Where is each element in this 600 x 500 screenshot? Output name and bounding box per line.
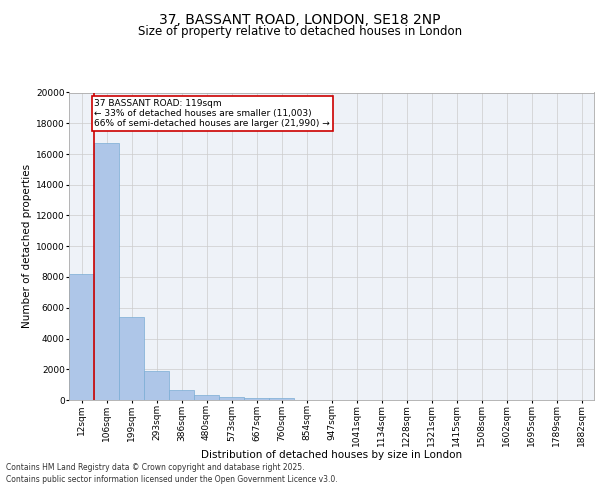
Bar <box>94 143 119 400</box>
Text: 37, BASSANT ROAD, LONDON, SE18 2NP: 37, BASSANT ROAD, LONDON, SE18 2NP <box>159 12 441 26</box>
Text: Size of property relative to detached houses in London: Size of property relative to detached ho… <box>138 25 462 38</box>
Bar <box>144 371 169 400</box>
X-axis label: Distribution of detached houses by size in London: Distribution of detached houses by size … <box>201 450 462 460</box>
Y-axis label: Number of detached properties: Number of detached properties <box>22 164 32 328</box>
Bar <box>219 396 244 400</box>
Bar <box>119 317 144 400</box>
Bar <box>269 398 294 400</box>
Text: Contains HM Land Registry data © Crown copyright and database right 2025.: Contains HM Land Registry data © Crown c… <box>6 462 305 471</box>
Text: 37 BASSANT ROAD: 119sqm
← 33% of detached houses are smaller (11,003)
66% of sem: 37 BASSANT ROAD: 119sqm ← 33% of detache… <box>95 98 330 128</box>
Bar <box>244 398 269 400</box>
Bar <box>69 274 94 400</box>
Text: Contains public sector information licensed under the Open Government Licence v3: Contains public sector information licen… <box>6 475 338 484</box>
Bar <box>169 390 194 400</box>
Bar <box>194 394 219 400</box>
